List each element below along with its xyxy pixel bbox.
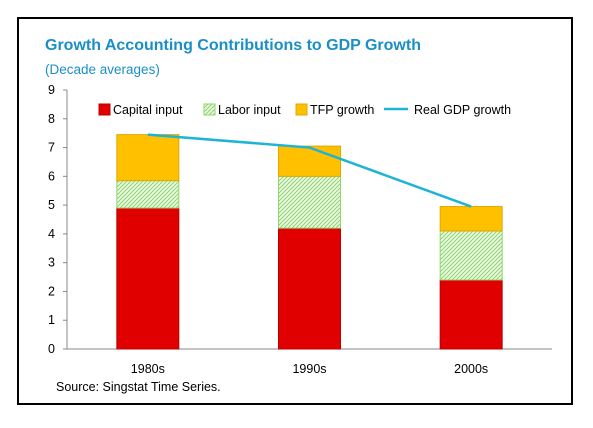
- bar-labor-input: [278, 175, 341, 229]
- bar-tfp-growth: [116, 134, 180, 182]
- y-tick-label: 7: [48, 141, 55, 155]
- y-tick-label: 2: [48, 284, 55, 298]
- y-tick-label: 5: [48, 198, 55, 212]
- legend-label: TFP growth: [310, 103, 374, 117]
- chart-title: Growth Accounting Contributions to GDP G…: [45, 37, 421, 54]
- legend-swatch: [295, 103, 308, 116]
- y-tick-label: 6: [48, 169, 55, 183]
- legend-label: Capital input: [113, 103, 183, 117]
- bar-capital-input: [439, 279, 503, 350]
- chart-subtitle: (Decade averages): [45, 62, 160, 77]
- x-tick-label: 1980s: [131, 362, 165, 376]
- y-tick-label: 4: [48, 227, 55, 241]
- line-real-gdp-growth: [147, 133, 472, 208]
- bar-labor-input: [116, 180, 180, 209]
- legend-label: Real GDP growth: [414, 103, 511, 117]
- y-tick-label: 0: [48, 342, 55, 356]
- y-tick-label: 8: [48, 112, 55, 126]
- y-tick-label: 9: [48, 83, 55, 97]
- bar-capital-input: [116, 207, 180, 350]
- legend-swatch: [98, 103, 111, 116]
- bar-labor-input: [439, 230, 503, 281]
- bar-capital-input: [278, 227, 341, 350]
- legend-label: Labor input: [218, 103, 281, 117]
- y-tick-label: 3: [48, 256, 55, 270]
- y-tick-label: 1: [48, 313, 55, 327]
- x-tick-label: 2000s: [454, 362, 488, 376]
- x-tick-label: 1990s: [292, 362, 326, 376]
- bar-tfp-growth: [439, 206, 503, 232]
- bar-tfp-growth: [278, 145, 341, 177]
- legend-swatch: [203, 103, 216, 116]
- source-note: Source: Singstat Time Series.: [56, 380, 221, 394]
